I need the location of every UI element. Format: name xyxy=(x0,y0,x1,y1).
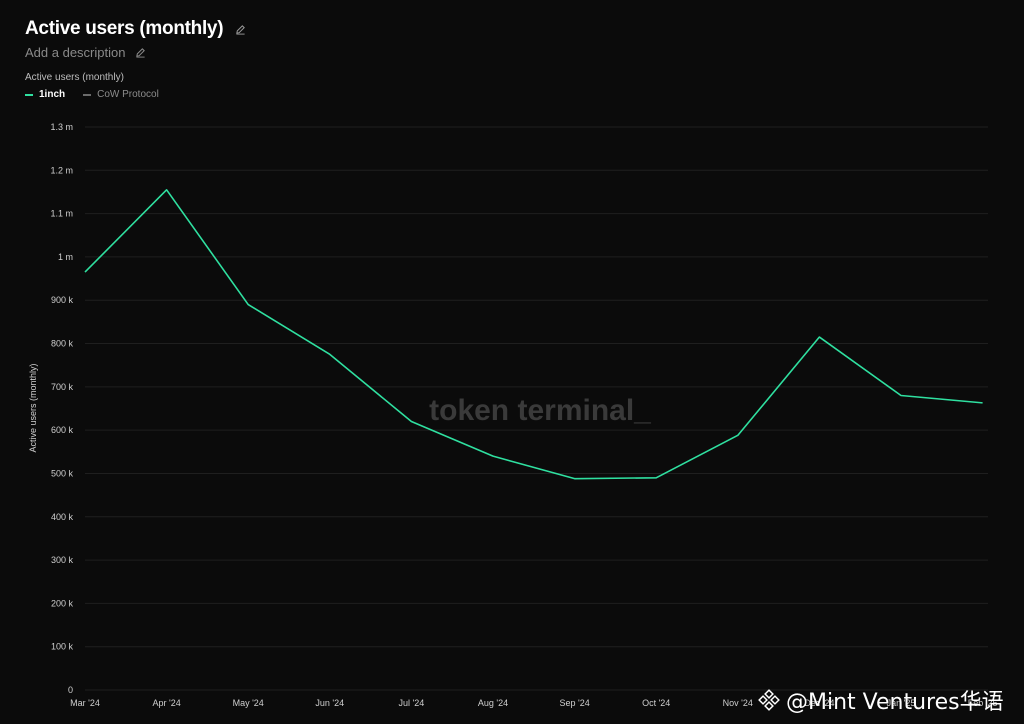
x-tick-label: Jan '25 xyxy=(887,698,916,708)
description-row: Add a description xyxy=(25,45,246,60)
y-axis-label: Active users (monthly) xyxy=(28,363,38,452)
y-tick-label: 200 k xyxy=(51,598,74,608)
data-point-1inch[interactable] xyxy=(327,351,333,357)
grid-lines xyxy=(85,126,988,691)
x-tick-label: Jul '24 xyxy=(399,698,425,708)
data-point-1inch[interactable] xyxy=(980,400,986,406)
data-point-1inch[interactable] xyxy=(408,418,414,424)
data-point-1inch[interactable] xyxy=(898,393,904,399)
legend: 1inch CoW Protocol xyxy=(25,89,159,100)
title-row: Active users (monthly) xyxy=(25,18,246,40)
x-tick-label: Sep '24 xyxy=(559,698,589,708)
description-field[interactable]: Add a description xyxy=(25,45,126,60)
data-point-1inch[interactable] xyxy=(245,302,251,308)
pencil-icon[interactable] xyxy=(235,24,246,35)
x-tick-label: Oct '24 xyxy=(642,698,670,708)
y-tick-label: 800 k xyxy=(51,339,74,349)
x-tick-label: Apr '24 xyxy=(152,698,180,708)
y-tick-label: 1 m xyxy=(58,252,73,262)
y-tick-label: 1.1 m xyxy=(50,209,73,219)
binance-square-icon xyxy=(758,689,780,711)
pencil-icon[interactable] xyxy=(135,47,146,58)
x-tick-label: Jun '24 xyxy=(315,698,344,708)
data-point-1inch[interactable] xyxy=(816,334,822,340)
overlay-watermark-text: @Mint Ventures华语 xyxy=(786,690,1004,715)
y-tick-label: 1.3 m xyxy=(50,122,73,132)
overlay-watermark: @Mint Ventures华语 xyxy=(758,684,1004,716)
x-tick-label: Aug '24 xyxy=(478,698,508,708)
data-point-1inch[interactable] xyxy=(490,453,496,459)
x-tick-label: Feb '25 xyxy=(968,698,998,708)
legend-label: 1inch xyxy=(39,89,66,100)
x-tick-label: Dec '24 xyxy=(804,698,834,708)
x-tick-label: Nov '24 xyxy=(723,698,753,708)
y-tick-label: 300 k xyxy=(51,555,74,565)
data-point-1inch[interactable] xyxy=(164,187,170,193)
y-tick-label: 900 k xyxy=(51,295,74,305)
x-axis-ticks: Mar '24 Apr '24 May '24 Jun '24 Jul '24 Aug '… xyxy=(70,698,997,708)
series-line-1inch[interactable] xyxy=(84,188,983,480)
legend-item-cow-protocol[interactable]: CoW Protocol xyxy=(83,89,159,100)
legend-label: CoW Protocol xyxy=(97,89,159,100)
y-tick-label: 100 k xyxy=(51,642,74,652)
series-group xyxy=(82,187,986,482)
x-tick-label: May '24 xyxy=(233,698,264,708)
legend-title: Active users (monthly) xyxy=(25,72,124,83)
data-point-1inch[interactable] xyxy=(653,475,659,481)
y-axis-ticks: 0 100 k 200 k 300 k 400 k 500 k 600 k 700 k 800 … xyxy=(50,122,73,695)
y-tick-label: 1.2 m xyxy=(50,165,73,175)
chart-watermark: token terminal_ xyxy=(429,394,651,427)
data-point-1inch[interactable] xyxy=(735,432,741,438)
legend-swatch xyxy=(83,93,92,96)
legend-item-1inch[interactable]: 1inch xyxy=(25,89,65,100)
legend-swatch xyxy=(25,93,33,96)
y-tick-label: 600 k xyxy=(51,425,74,435)
y-tick-label: 400 k xyxy=(51,512,74,522)
y-tick-label: 0 xyxy=(68,685,73,695)
data-point-1inch[interactable] xyxy=(82,269,88,275)
y-tick-label: 500 k xyxy=(51,468,74,478)
chart-title: Active users (monthly) xyxy=(25,18,224,39)
data-point-1inch[interactable] xyxy=(572,476,578,482)
chart-header: Active users (monthly) Add a description xyxy=(25,18,246,60)
y-tick-label: 700 k xyxy=(51,382,74,392)
x-tick-label: Mar '24 xyxy=(70,698,100,708)
